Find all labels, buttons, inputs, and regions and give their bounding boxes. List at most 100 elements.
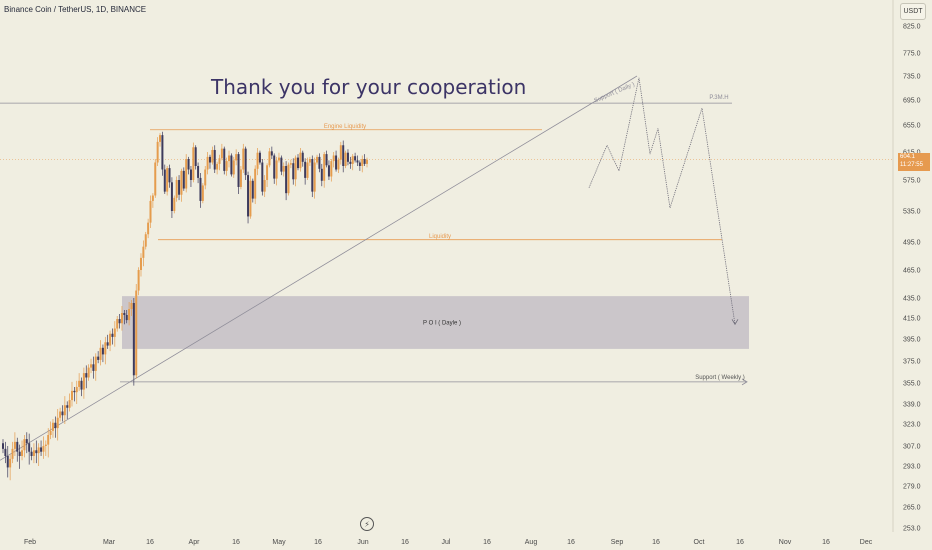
candle-body xyxy=(304,161,307,178)
candle-body xyxy=(68,400,71,408)
symbol-info[interactable]: Binance Coin / TetherUS, 1D, BINANCE xyxy=(4,5,147,14)
candles-layer xyxy=(2,131,368,481)
candle-body xyxy=(216,163,219,170)
candle-body xyxy=(211,149,214,163)
x-tick-label: Mar xyxy=(103,539,116,546)
candle-body xyxy=(256,152,259,169)
candle-body xyxy=(49,430,52,435)
candle-body xyxy=(268,151,271,166)
y-tick-label: 395.0 xyxy=(903,337,921,344)
candle-body xyxy=(311,159,314,192)
candle-body xyxy=(166,168,169,192)
x-tick-label: Apr xyxy=(189,539,201,546)
x-tick-label: 16 xyxy=(736,539,744,546)
candle-body xyxy=(194,147,197,166)
candle-body xyxy=(125,315,128,321)
candle-body xyxy=(142,246,145,258)
candle-body xyxy=(21,450,24,456)
level-lines-layer: Engine Liquidity Liquidity P.3M.H Support (… xyxy=(0,75,893,461)
projection-arrow xyxy=(731,319,739,326)
candle-body xyxy=(47,435,50,445)
candle-body xyxy=(4,448,7,456)
candle-body xyxy=(204,169,207,186)
candle-body xyxy=(44,444,47,446)
candle-body xyxy=(228,155,231,162)
candle-body xyxy=(261,162,264,192)
candle-body xyxy=(147,222,150,235)
candle-body xyxy=(325,154,328,166)
candle-body xyxy=(247,175,250,217)
candle-body xyxy=(23,439,26,451)
candle-body xyxy=(154,162,157,196)
x-tick-label: May xyxy=(272,539,286,546)
candle-body xyxy=(80,380,83,390)
x-tick-label: Jun xyxy=(357,539,368,546)
candle-body xyxy=(113,328,116,337)
candle-body xyxy=(59,411,62,418)
candle-body xyxy=(137,270,140,291)
candle-body xyxy=(144,234,147,247)
candle-body xyxy=(199,177,202,201)
candle-body xyxy=(101,347,104,355)
candle-body xyxy=(220,148,223,159)
y-tick-label: 415.0 xyxy=(903,316,921,323)
candle-body xyxy=(109,333,112,346)
y-tick-label: 465.0 xyxy=(903,268,921,275)
candle-body xyxy=(318,156,321,169)
poi-zone-label: P O I ( Dayle ) xyxy=(423,321,461,327)
candle-body xyxy=(208,156,211,163)
candle-body xyxy=(149,200,152,223)
candle-body xyxy=(87,367,90,378)
candle-body xyxy=(206,156,209,170)
x-tick-label: 16 xyxy=(232,539,240,546)
candle-body xyxy=(327,165,330,177)
candle-body xyxy=(56,417,59,429)
candle-body xyxy=(277,157,280,161)
candle-body xyxy=(270,151,273,156)
candle-body xyxy=(13,441,16,449)
candle-body xyxy=(104,342,107,355)
candle-body xyxy=(11,448,14,459)
candle-body xyxy=(366,159,368,164)
candle-body xyxy=(363,159,366,164)
candle-body xyxy=(192,147,195,180)
candle-body xyxy=(28,443,31,452)
candle-body xyxy=(185,159,188,189)
candle-body xyxy=(123,313,126,315)
lightning-bolt-icon[interactable]: ⚡ xyxy=(360,517,374,531)
poi-zone-layer: P O I ( Dayle ) xyxy=(122,296,749,349)
candle-body xyxy=(156,141,159,163)
x-tick-label: 16 xyxy=(652,539,660,546)
candle-body xyxy=(25,439,28,444)
candle-body xyxy=(320,168,323,181)
candle-body xyxy=(139,257,142,270)
support-weekly-label: Support ( Weekly ) xyxy=(695,375,745,381)
axes-layer: 825.0775.0735.0695.0655.0615.0575.0535.0… xyxy=(24,0,921,546)
x-tick-label: 16 xyxy=(146,539,154,546)
p3mh-label: P.3M.H xyxy=(709,95,728,101)
candle-body xyxy=(182,170,185,189)
candle-body xyxy=(239,169,242,187)
x-tick-label: Aug xyxy=(525,539,538,546)
candle-body xyxy=(301,152,304,162)
candle-body xyxy=(282,166,285,172)
candle-body xyxy=(306,162,309,178)
y-tick-label: 535.0 xyxy=(903,209,921,216)
candle-body xyxy=(275,160,278,179)
y-tick-label: 495.0 xyxy=(903,240,921,247)
candle-body xyxy=(94,356,97,371)
candle-body xyxy=(289,163,292,165)
candle-body xyxy=(9,458,12,468)
candle-body xyxy=(173,197,176,211)
candle-body xyxy=(335,155,338,170)
candle-body xyxy=(349,161,352,164)
liquidity-label: Liquidity xyxy=(429,234,451,240)
candle-body xyxy=(90,364,93,368)
candle-body xyxy=(287,164,290,194)
candle-body xyxy=(92,364,95,371)
candle-body xyxy=(244,148,247,176)
currency-button[interactable]: USDT xyxy=(900,3,926,20)
candle-body xyxy=(225,161,228,171)
